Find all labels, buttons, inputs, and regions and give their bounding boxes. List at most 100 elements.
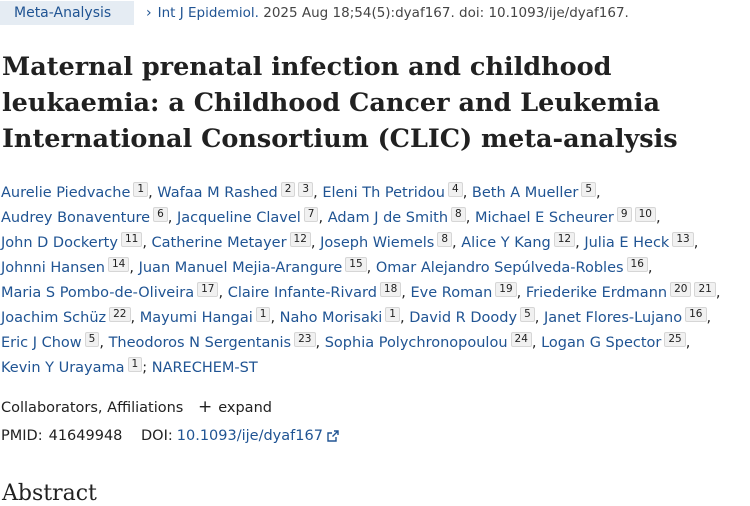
affiliation-number[interactable]: 22 — [109, 307, 131, 322]
affiliation-number[interactable]: 8 — [451, 207, 466, 222]
affiliation-number[interactable]: 23 — [294, 332, 316, 347]
author-separator: , — [129, 260, 139, 276]
citation-bar: Meta-Analysis › Int J Epidemiol. 2025 Aug… — [0, 0, 750, 26]
affiliation-number[interactable]: 12 — [553, 232, 576, 247]
author-separator: , — [647, 260, 653, 276]
affiliation-number[interactable]: 15 — [345, 257, 367, 272]
author-name[interactable]: Kevin Y Urayama — [1, 360, 125, 376]
author-name[interactable]: Jacqueline Clavel — [177, 210, 301, 226]
doi-label: DOI: — [141, 428, 173, 444]
affiliation-number[interactable]: 6 — [153, 207, 168, 222]
author-name[interactable]: Theodoros N Sergentanis — [108, 335, 292, 351]
author-separator: , — [706, 310, 712, 326]
author-name[interactable]: Julia E Heck — [584, 235, 670, 251]
affiliation-number[interactable]: 2 — [280, 182, 296, 197]
journal-link[interactable]: Int J Epidemiol. — [157, 5, 259, 21]
affiliation-number[interactable]: 1 — [127, 357, 143, 372]
author-name[interactable]: Eve Roman — [410, 285, 493, 301]
author-separator: , — [366, 260, 376, 276]
publication-type-badge[interactable]: Meta-Analysis — [0, 1, 134, 25]
author-separator: , — [315, 335, 325, 351]
affiliation-number[interactable]: 16 — [626, 257, 648, 272]
author-name[interactable]: David R Doody — [409, 310, 518, 326]
affiliation-number[interactable]: 11 — [120, 232, 143, 247]
author-line: Aurelie Piedvache 1, Wafaa M Rashed 2 3, El… — [1, 181, 749, 206]
author-separator: , — [596, 185, 601, 201]
affiliation-number[interactable]: 10 — [634, 207, 656, 222]
pmid-value[interactable]: 41649948 — [48, 428, 123, 444]
author-separator: , — [452, 235, 462, 251]
author-separator: , — [516, 285, 526, 301]
affiliation-number[interactable]: 8 — [437, 232, 453, 247]
group-author[interactable]: NARECHEM-ST — [151, 360, 258, 376]
author-name[interactable]: Janet Flores-Lujano — [543, 310, 683, 326]
pmid-label: PMID: — [1, 428, 43, 444]
author-name[interactable]: Audrey Bonaventure — [1, 210, 151, 226]
affiliation-number[interactable]: 1 — [255, 307, 271, 322]
author-name[interactable]: Mayumi Hangai — [139, 310, 253, 326]
doi-link[interactable]: 10.1093/ije/dyaf167 — [176, 428, 323, 444]
affiliation-number[interactable]: 16 — [685, 307, 707, 322]
author-name[interactable]: Logan G Spector — [541, 335, 662, 351]
author-line: Joachim Schüz 22, Mayumi Hangai 1, Naho Mo… — [1, 306, 749, 331]
affiliation-number[interactable]: 5 — [581, 182, 597, 197]
external-link-icon[interactable] — [327, 428, 339, 448]
expand-button[interactable]: + expand — [197, 397, 272, 417]
author-name[interactable]: Adam J de Smith — [327, 210, 449, 226]
author-name[interactable]: Omar Alejandro Sepúlveda-Robles — [375, 260, 624, 276]
affiliation-number[interactable]: 9 — [616, 207, 632, 222]
collaborators-row: Collaborators, Affiliations + expand — [1, 397, 272, 418]
affiliation-number[interactable]: 18 — [379, 282, 402, 297]
author-separator: , — [462, 185, 472, 201]
affiliation-number[interactable]: 20 — [670, 282, 692, 297]
affiliation-number[interactable]: 7 — [303, 207, 319, 222]
author-name[interactable]: Michael E Scheurer — [474, 210, 614, 226]
affiliation-number[interactable]: 17 — [197, 282, 219, 297]
article-title: Maternal prenatal infection and childhoo… — [2, 52, 678, 154]
affiliation-number[interactable]: 4 — [448, 182, 463, 197]
author-name[interactable]: Maria S Pombo-de-Oliveira — [1, 285, 195, 301]
author-name[interactable]: Claire Infante-Rivard — [227, 285, 377, 301]
author-name[interactable]: Joseph Wiemels — [320, 235, 435, 251]
author-name[interactable]: Joachim Schüz — [1, 310, 107, 326]
author-separator: , — [270, 310, 280, 326]
author-name[interactable]: Beth A Mueller — [471, 185, 579, 201]
author-name[interactable]: Catherine Metayer — [151, 235, 287, 251]
author-name[interactable]: Naho Morisaki — [279, 310, 383, 326]
author-separator: , — [531, 335, 542, 351]
affiliation-number[interactable]: 5 — [520, 307, 535, 322]
author-name[interactable]: John D Dockerty — [1, 235, 118, 251]
author-separator: , — [655, 210, 661, 226]
author-separator: , — [313, 185, 323, 201]
author-name[interactable]: Juan Manuel Mejia-Arangure — [138, 260, 343, 276]
author-name[interactable]: Aurelie Piedvache — [1, 185, 131, 201]
author-name[interactable]: Alice Y Kang — [461, 235, 551, 251]
author-name[interactable]: Friederike Erdmann — [525, 285, 668, 301]
collaborators-label: Collaborators, Affiliations — [1, 400, 184, 416]
author-name[interactable]: Johnni Hansen — [1, 260, 105, 276]
author-name[interactable]: Wafaa M Rashed — [157, 185, 278, 201]
author-name[interactable]: Eleni Th Petridou — [322, 185, 445, 201]
author-separator: , — [685, 335, 691, 351]
author-separator: , — [148, 185, 158, 201]
affiliation-number[interactable]: 21 — [694, 282, 716, 297]
expand-label: expand — [218, 400, 272, 416]
author-name[interactable]: Eric J Chow — [1, 335, 82, 351]
affiliation-number[interactable]: 24 — [510, 332, 532, 347]
affiliation-number[interactable]: 12 — [289, 232, 311, 247]
affiliation-number[interactable]: 14 — [108, 257, 130, 272]
affiliation-number[interactable]: 1 — [385, 307, 400, 322]
chevron-right-icon[interactable]: › — [146, 5, 152, 21]
affiliation-number[interactable]: 3 — [298, 182, 314, 197]
author-line: Eric J Chow 5, Theodoros N Sergentanis 23,… — [1, 331, 749, 356]
affiliation-number[interactable]: 25 — [664, 332, 686, 347]
author-separator: , — [693, 235, 699, 251]
affiliation-number[interactable]: 13 — [672, 232, 694, 247]
affiliation-number[interactable]: 19 — [495, 282, 517, 297]
plus-icon: + — [197, 397, 213, 417]
affiliation-number[interactable]: 5 — [84, 332, 100, 347]
author-separator: , — [715, 285, 721, 301]
affiliation-number[interactable]: 1 — [133, 182, 149, 197]
author-separator: , — [310, 235, 321, 251]
author-name[interactable]: Sophia Polychronopoulou — [324, 335, 508, 351]
